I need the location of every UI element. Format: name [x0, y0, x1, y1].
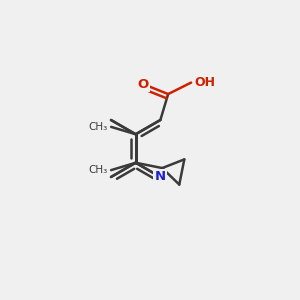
Text: OH: OH	[194, 76, 215, 89]
Text: CH₃: CH₃	[89, 122, 108, 132]
Text: CH₃: CH₃	[89, 165, 108, 175]
Text: O: O	[137, 78, 148, 91]
Text: N: N	[155, 170, 166, 184]
